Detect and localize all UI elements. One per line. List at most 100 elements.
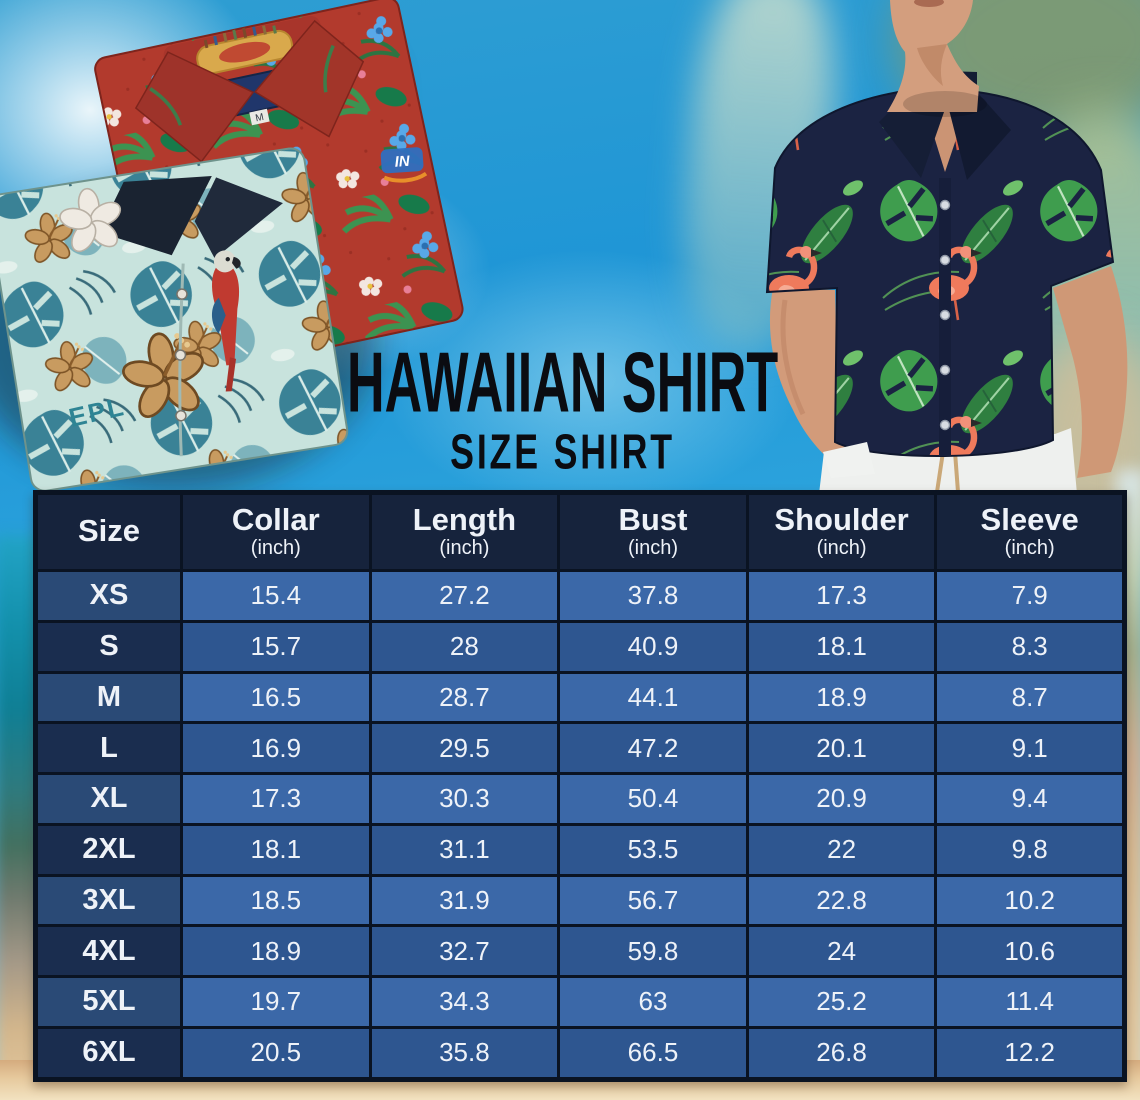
value-cell: 44.1 [557,670,749,725]
size-cell: S [34,619,183,674]
value-cell: 66.5 [557,1025,749,1082]
poster-title: HAWAIIAN SHIRT [346,335,779,431]
value-cell: 17.3 [180,772,372,826]
value-cell: 11.4 [934,975,1126,1029]
right-arm [1053,266,1128,478]
table-row: XL 17.3 30.3 50.4 20.9 9.4 [34,772,1126,826]
teal-hawaiian-shirt: EPL [0,147,349,492]
value-cell: 19.7 [180,975,372,1029]
value-cell: 9.8 [934,822,1126,877]
value-cell: 9.1 [934,721,1126,775]
value-cell: 8.7 [934,670,1126,725]
table-row: 6XL 20.5 35.8 66.5 26.8 12.2 [34,1025,1126,1082]
red-shirt-size-tag: M [254,112,264,124]
collar-brand-badge [196,25,294,75]
value-cell: 37.8 [557,569,749,623]
value-cell: 10.6 [934,924,1126,978]
column-unit: (inch) [816,537,867,560]
model-photo [765,0,1128,494]
value-cell: 16.9 [180,721,372,775]
value-cell: 22 [745,822,938,877]
column-header-length: Length (inch) [368,491,561,572]
value-cell: 50.4 [557,772,749,826]
value-cell: 35.8 [368,1025,561,1082]
svg-text:IN: IN [394,153,411,171]
column-unit: (inch) [439,537,490,560]
value-cell: 10.2 [934,873,1126,928]
value-cell: 53.5 [557,822,749,877]
table-row: 5XL 19.7 34.3 63 25.2 11.4 [34,975,1126,1029]
parrot-print [211,250,241,392]
folded-shirts-photo: M IN [0,0,464,492]
column-label: Shoulder [774,501,909,537]
value-cell: 15.7 [180,619,372,674]
size-cell: M [34,670,183,725]
value-cell: 18.9 [745,670,938,725]
value-cell: 18.1 [180,822,372,877]
value-cell: 12.2 [934,1025,1126,1082]
table-row: 2XL 18.1 31.1 53.5 22 9.8 [34,822,1126,877]
column-unit: (inch) [627,537,678,560]
value-cell: 28.7 [368,670,561,725]
white-hibiscus-print [59,187,122,253]
value-cell: 59.8 [557,924,749,978]
value-cell: 18.5 [180,873,372,928]
value-cell: 7.9 [934,569,1126,623]
size-cell: 6XL [34,1025,183,1082]
column-header-shoulder: Shoulder (inch) [745,491,938,572]
table-row: 4XL 18.9 32.7 59.8 24 10.6 [34,924,1126,978]
table-row: S 15.7 28 40.9 18.1 8.3 [34,619,1126,674]
size-chart-table: Size Collar (inch) Length (inch) Bust (inch… [33,490,1127,1082]
value-cell: 29.5 [368,721,561,775]
value-cell: 28 [368,619,561,674]
value-cell: 56.7 [557,873,749,928]
value-cell: 22.8 [745,873,938,928]
column-label: Collar [231,501,320,537]
column-header-collar: Collar (inch) [180,491,372,572]
poster-subtitle: SIZE SHIRT [450,425,675,481]
value-cell: 20.9 [745,772,938,826]
value-cell: 40.9 [557,619,749,674]
value-cell: 63 [557,975,749,1029]
column-label: Size [77,513,141,549]
value-cell: 30.3 [368,772,561,826]
value-cell: 17.3 [745,569,938,623]
size-cell: L [34,721,183,775]
value-cell: 18.9 [180,924,372,978]
value-cell: 31.9 [368,873,561,928]
column-label: Sleeve [980,501,1079,537]
value-cell: 25.2 [745,975,938,1029]
column-unit: (inch) [250,537,301,560]
table-row: 3XL 18.5 31.9 56.7 22.8 10.2 [34,873,1126,928]
value-cell: 20.5 [180,1025,372,1082]
column-header-size: Size [34,491,183,572]
value-cell: 15.4 [180,569,372,623]
value-cell: 32.7 [368,924,561,978]
value-cell: 27.2 [368,569,561,623]
table-row: XS 15.4 27.2 37.8 17.3 7.9 [34,569,1126,623]
size-cell: XL [34,772,183,826]
table-row: L 16.9 29.5 47.2 20.1 9.1 [34,721,1126,775]
size-cell: 3XL [34,873,183,928]
value-cell: 47.2 [557,721,749,775]
value-cell: 8.3 [934,619,1126,674]
table-header: Size Collar (inch) Length (inch) Bust (inch… [34,491,1126,572]
column-label: Length [412,501,517,537]
value-cell: 20.1 [745,721,938,775]
title-block: HAWAIIAN SHIRT SIZE SHIRT [315,341,810,486]
size-cell: 5XL [34,975,183,1029]
column-label: Bust [618,501,688,537]
value-cell: 18.1 [745,619,938,674]
sleeve-brand-logo: IN [380,147,428,183]
value-cell: 16.5 [180,670,372,725]
value-cell: 34.3 [368,975,561,1029]
size-cell: 4XL [34,924,183,978]
column-header-bust: Bust (inch) [557,491,749,572]
size-cell: XS [34,569,183,623]
size-cell: 2XL [34,822,183,877]
column-header-sleeve: Sleeve (inch) [934,491,1126,572]
value-cell: 31.1 [368,822,561,877]
value-cell: 24 [745,924,938,978]
column-unit: (inch) [1004,537,1055,560]
